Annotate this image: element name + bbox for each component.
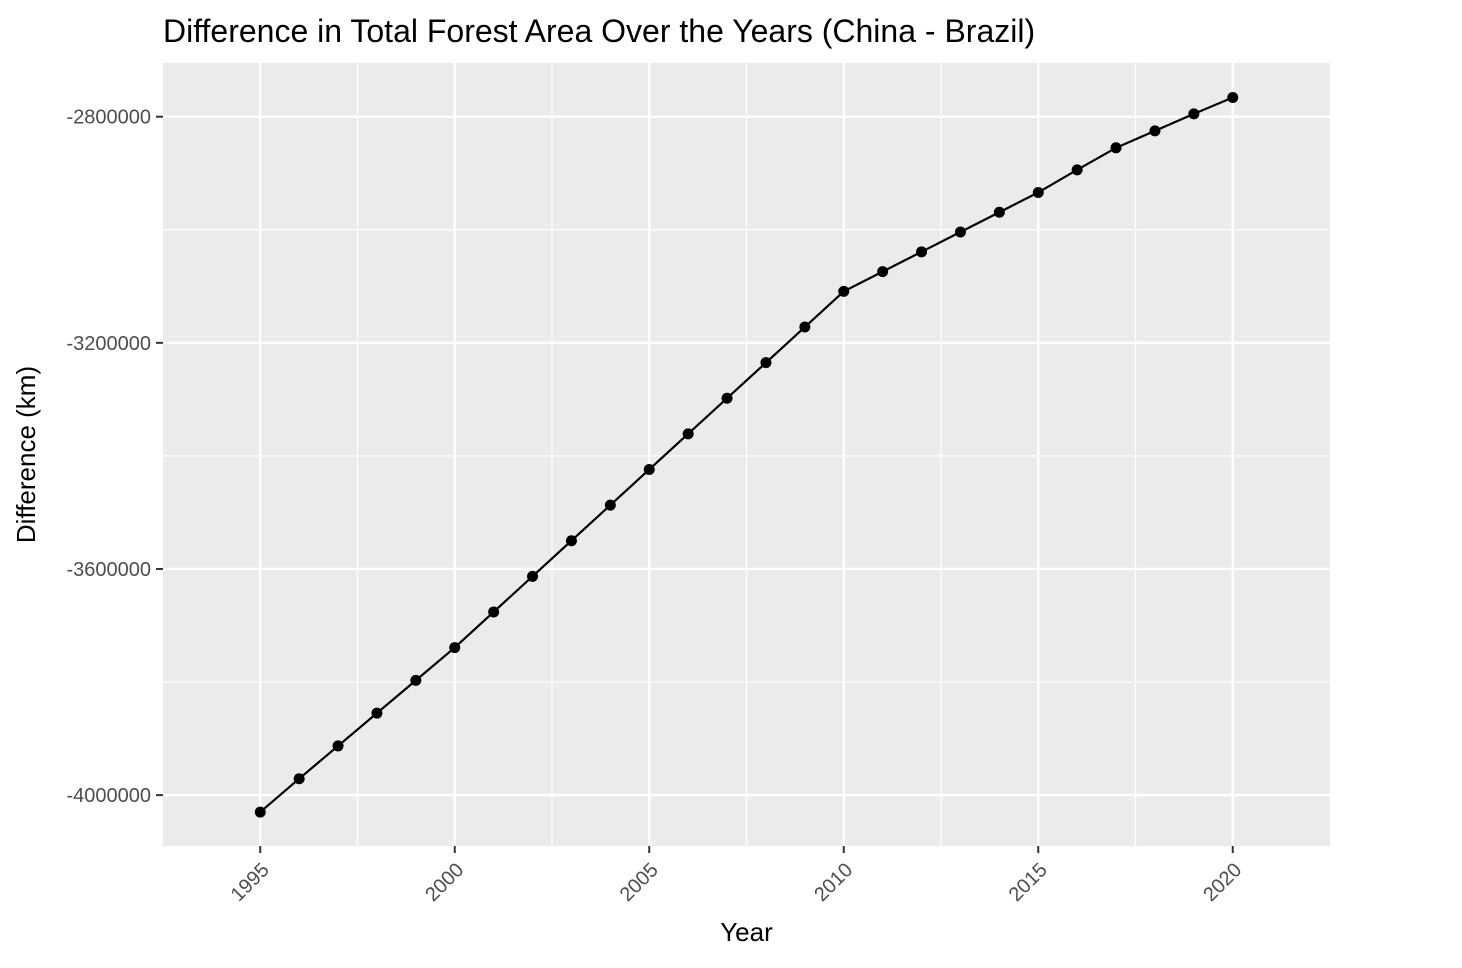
data-point (293, 773, 305, 785)
data-point (254, 806, 266, 818)
major-gridlines (163, 63, 1330, 846)
x-tick-label: 2015 (1005, 859, 1052, 906)
minor-gridlines (163, 63, 1330, 846)
data-point (877, 266, 889, 278)
data-point (799, 321, 811, 333)
data-point (1227, 91, 1239, 103)
chart-title: Difference in Total Forest Area Over the… (163, 13, 1035, 49)
y-tick-label: -4000000 (66, 785, 151, 807)
y-tick-label: -3600000 (66, 559, 151, 581)
data-point (760, 357, 772, 369)
series-line (259, 96, 1234, 813)
data-point (1032, 186, 1044, 198)
data-point (916, 246, 928, 258)
data-point (565, 535, 577, 547)
y-axis-title: Difference (km) (11, 366, 41, 543)
data-point (721, 392, 733, 404)
x-tick-label: 1995 (227, 859, 274, 906)
data-point (993, 206, 1005, 218)
x-axis-title: Year (720, 917, 773, 947)
y-tick-label: -3200000 (66, 333, 151, 355)
data-point (604, 499, 616, 511)
data-point (332, 740, 344, 752)
data-point (1110, 142, 1122, 154)
data-point (1071, 164, 1083, 176)
data-point (838, 285, 850, 297)
x-axis: 1995 2000 2005 2010 2015 2020 (227, 846, 1246, 906)
data-point (1188, 108, 1200, 120)
data-point (410, 674, 422, 686)
data-point (682, 428, 694, 440)
x-tick-label: 2020 (1199, 859, 1246, 906)
x-tick-label: 2000 (421, 859, 468, 906)
y-axis: -4000000 -3600000 -3200000 -2800000 (66, 107, 163, 807)
y-tick-label: -2800000 (66, 107, 151, 129)
x-tick-label: 2005 (616, 859, 663, 906)
data-point (643, 463, 655, 475)
series-group (254, 91, 1239, 818)
data-point (449, 642, 461, 654)
data-point (527, 570, 539, 582)
data-point (954, 226, 966, 238)
data-point (1149, 125, 1161, 137)
data-point (488, 606, 500, 618)
data-point (371, 707, 383, 719)
x-tick-label: 2010 (810, 859, 857, 906)
